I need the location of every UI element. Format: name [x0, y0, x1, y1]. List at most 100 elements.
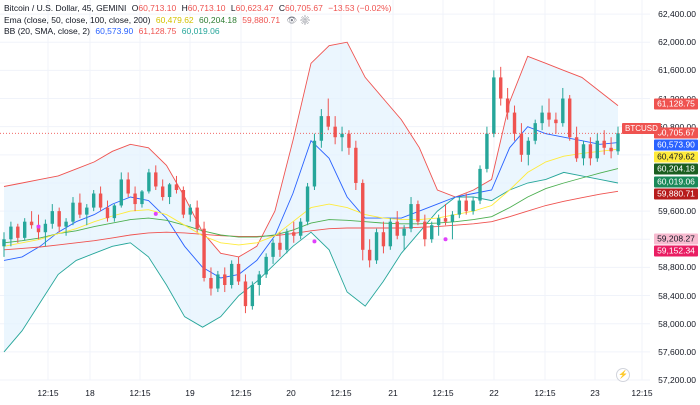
- open-label: O: [131, 3, 139, 13]
- price-badge: 60,705.67: [654, 127, 698, 139]
- candle-body: [133, 193, 137, 205]
- ema100-value: 60,204.18: [199, 14, 237, 25]
- candle-body: [319, 116, 324, 141]
- high-value: 60,713.10: [187, 3, 226, 13]
- candle-body: [457, 200, 462, 215]
- price-badge: 60,573.90: [654, 139, 698, 151]
- time-tick-label: 12:15: [534, 388, 556, 398]
- candle-body: [402, 228, 406, 236]
- candle-body: [485, 133, 489, 169]
- ema50-value: 60,479.62: [155, 14, 194, 25]
- legend-row-symbol[interactable]: Bitcoin / U.S. Dollar, 45, GEMINI O60,71…: [4, 3, 392, 15]
- candle-body: [540, 112, 544, 124]
- candle-body: [333, 126, 337, 138]
- candle-body: [574, 137, 579, 159]
- candle-body: [112, 205, 117, 219]
- price-tick-label: 61,600.00: [658, 65, 696, 76]
- candle-body: [374, 232, 379, 261]
- candle-body: [298, 221, 303, 236]
- lightning-icon[interactable]: ⚡: [616, 368, 630, 382]
- candle-body: [195, 207, 199, 229]
- candle-body: [285, 232, 289, 250]
- ema200-line: [3, 190, 619, 251]
- candle-body: [533, 123, 537, 141]
- time-tick-label: 12:15: [37, 388, 59, 398]
- cross-marker: [36, 224, 41, 229]
- candle-body: [174, 184, 179, 190]
- candle-body: [105, 207, 110, 219]
- candle-body: [499, 77, 503, 99]
- bb-band-fill: [4, 42, 618, 352]
- candle-body: [57, 211, 61, 227]
- legend-row-bb[interactable]: BB (20, SMA, close, 2) 60,573.90 61,128.…: [4, 26, 392, 38]
- candle-body: [250, 285, 255, 307]
- candle-body: [361, 182, 365, 250]
- price-badge: 59,208.27: [654, 233, 698, 245]
- time-tick-label: 19: [185, 388, 195, 398]
- candle-body: [223, 274, 227, 285]
- candle-body: [595, 140, 600, 159]
- candle-body: [568, 98, 572, 138]
- candle-body: [202, 228, 206, 278]
- price-badge: 60,479.62: [654, 151, 698, 163]
- candle-body: [243, 281, 248, 307]
- candle-body: [478, 168, 482, 201]
- price-badge: 61,128.75: [654, 98, 698, 110]
- open-value: 60,713.10: [138, 3, 177, 13]
- time-tick-label: 20: [286, 388, 296, 398]
- price-tick-label: 60,800.00: [658, 121, 696, 132]
- close-label: C: [278, 3, 285, 13]
- ema200-value: 59,880.71: [242, 14, 281, 25]
- candle-body: [450, 214, 455, 222]
- candle-body: [181, 190, 186, 215]
- chart-legend: Bitcoin / U.S. Dollar, 45, GEMINI O60,71…: [4, 3, 392, 38]
- close-value: 60,705.67: [284, 3, 323, 13]
- time-tick-label: 22: [489, 388, 499, 398]
- candle-body: [154, 172, 158, 187]
- price-badge: 60,019.06: [654, 176, 698, 188]
- candle-body: [554, 119, 558, 124]
- candle-body: [43, 223, 48, 233]
- symbol-badge: BTCUSD: [622, 123, 661, 134]
- bb-label: BB (20, SMA, close, 2): [4, 26, 90, 36]
- candle-body: [278, 242, 282, 250]
- cross-marker: [443, 237, 448, 242]
- candle-body: [326, 116, 330, 127]
- candle-body: [98, 193, 103, 208]
- candle-body: [50, 211, 54, 224]
- candle-body: [305, 186, 310, 222]
- eye-settings-icon[interactable]: 👁 ⚙: [286, 14, 311, 25]
- candle-body: [471, 200, 475, 212]
- candle-body: [188, 207, 192, 215]
- time-tick-label: 23: [590, 388, 600, 398]
- candle-body: [71, 202, 75, 222]
- candle-body: [36, 225, 41, 233]
- candle-body: [167, 184, 172, 198]
- legend-row-ema[interactable]: Ema (close, 50, close, 100, close, 200) …: [4, 15, 392, 27]
- time-tick-label: 12:15: [129, 388, 151, 398]
- candle-body: [22, 221, 27, 238]
- low-value: 60,623.47: [235, 3, 274, 13]
- candle-body: [464, 200, 468, 212]
- price-badge: 59,880.71: [654, 188, 698, 200]
- time-tick-label: 12:15: [631, 388, 653, 398]
- candle-body: [340, 133, 344, 138]
- price-tick-label: 59,600.00: [658, 206, 696, 217]
- candle-body: [2, 239, 6, 247]
- time-tick-label: 21: [388, 388, 398, 398]
- candle-body: [616, 133, 620, 152]
- cross-marker: [312, 239, 317, 244]
- time-tick-label: 12:15: [432, 388, 454, 398]
- candle-body: [367, 249, 372, 261]
- candle-body: [547, 112, 551, 120]
- candle-body: [505, 98, 510, 113]
- cross-marker: [153, 211, 158, 216]
- candle-body: [236, 263, 241, 282]
- price-badge: 60,204.18: [654, 163, 698, 175]
- candle-body: [409, 204, 413, 229]
- candle-body: [264, 256, 268, 275]
- candle-body: [216, 274, 220, 289]
- candle-body: [395, 221, 399, 236]
